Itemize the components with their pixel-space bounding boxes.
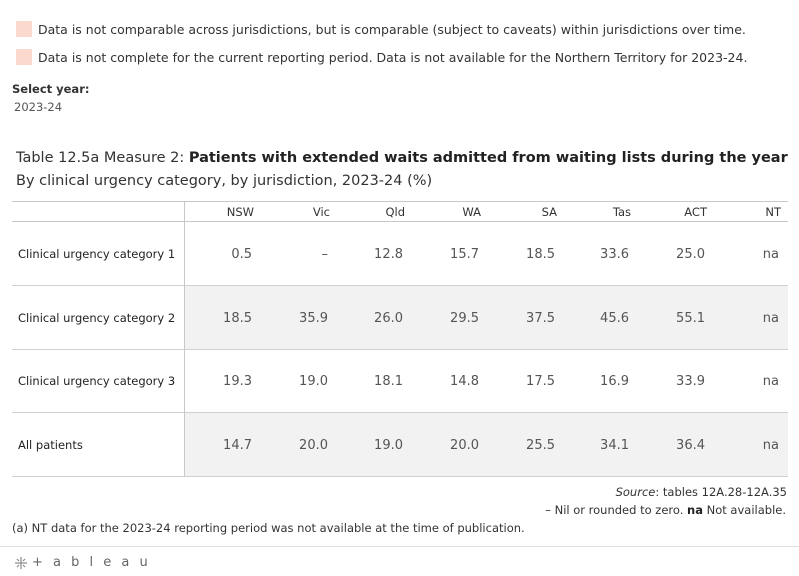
column-header: SA xyxy=(541,205,557,219)
table-cell: 55.1 xyxy=(676,310,705,326)
table-title-bold: Patients with extended waits admitted fr… xyxy=(188,150,788,166)
table-subtitle: By clinical urgency category, by jurisdi… xyxy=(16,173,433,189)
table-cell: 18.5 xyxy=(526,247,555,262)
header-border xyxy=(12,221,788,222)
year-filter-value[interactable]: 2023-24 xyxy=(14,100,63,114)
footnote: (a) NT data for the 2023-24 reporting pe… xyxy=(12,521,525,535)
table-row: Clinical urgency category 1 0.5 – 12.8 15.7 1… xyxy=(12,222,788,286)
legend-item-completeness: Data is not complete for the current rep… xyxy=(16,49,747,65)
source-text: : tables 12A.28-12A.35 xyxy=(655,485,787,499)
column-header: ACT xyxy=(684,205,707,219)
table-cell: 29.5 xyxy=(450,310,479,326)
table-cell: 35.9 xyxy=(299,310,328,326)
na-symbol: na xyxy=(687,503,703,517)
tableau-logo[interactable]: + a b l e a u xyxy=(14,555,151,570)
table-cell: 14.8 xyxy=(450,374,479,389)
table-row: Clinical urgency category 3 19.3 19.0 18.1 1… xyxy=(12,349,788,413)
legend-swatch xyxy=(16,21,32,37)
table-cell: 26.0 xyxy=(374,310,403,326)
legend-item-comparability: Data is not comparable across jurisdicti… xyxy=(16,21,746,37)
footer-divider xyxy=(0,546,799,547)
legend-swatch xyxy=(16,49,32,65)
table-cell: 20.0 xyxy=(450,437,479,453)
column-header: WA xyxy=(462,205,481,219)
table-header: NSW Vic Qld WA SA Tas ACT NT xyxy=(12,201,788,222)
table-cell: 19.0 xyxy=(374,437,403,453)
tableau-icon xyxy=(15,556,27,569)
na-note: Not available. xyxy=(702,503,786,517)
table-cell: 18.5 xyxy=(223,310,252,326)
table-cell: 25.0 xyxy=(676,247,705,262)
table-cell: 14.7 xyxy=(223,437,252,453)
row-shading xyxy=(184,412,788,476)
table-cell: na xyxy=(762,247,779,262)
table-cell: 15.7 xyxy=(450,247,479,262)
table-cell: 19.0 xyxy=(299,374,328,389)
column-header: Qld xyxy=(385,205,405,219)
column-header: Vic xyxy=(312,205,330,219)
nil-note: – Nil or rounded to zero. xyxy=(545,503,684,517)
table-cell: 37.5 xyxy=(526,310,555,326)
column-header: Tas xyxy=(612,205,631,219)
table-cell: na xyxy=(762,374,779,389)
table-cell: 33.9 xyxy=(676,374,705,389)
table-cell: 19.3 xyxy=(223,374,252,389)
column-header: NSW xyxy=(226,205,254,219)
row-label: Clinical urgency category 2 xyxy=(18,310,176,325)
source-label: Source xyxy=(615,485,656,499)
table-cell: 33.6 xyxy=(600,247,629,262)
year-filter-label: Select year: xyxy=(12,82,90,96)
table-cell: 0.5 xyxy=(231,247,252,262)
table-cell: 18.1 xyxy=(374,374,403,389)
table-cell: 20.0 xyxy=(299,437,328,453)
row-label: Clinical urgency category 3 xyxy=(18,374,176,388)
table-cell: na xyxy=(762,310,779,326)
table-row: Clinical urgency category 2 18.5 35.9 26.0 2… xyxy=(12,285,788,350)
symbol-notes: – Nil or rounded to zero. na Not availab… xyxy=(545,503,786,517)
table-title-prefix: Table 12.5a Measure 2: xyxy=(16,150,189,166)
table-cell: 12.8 xyxy=(374,247,403,262)
table-cell: – xyxy=(321,247,329,262)
table-cell: 36.4 xyxy=(676,437,705,453)
row-label: Clinical urgency category 1 xyxy=(18,247,176,261)
column-header: NT xyxy=(765,205,781,219)
source-note: Source: tables 12A.28-12A.35 xyxy=(616,485,787,499)
table-cell: 34.1 xyxy=(600,437,629,453)
legend-text: Data is not comparable across jurisdicti… xyxy=(38,21,746,37)
table-top-border xyxy=(12,201,788,202)
table-divider xyxy=(184,201,185,476)
legend-text: Data is not complete for the current rep… xyxy=(38,49,748,65)
table-cell: 17.5 xyxy=(526,374,555,389)
table-title: Table 12.5a Measure 2: Patients with ext… xyxy=(16,150,788,166)
table-row: All patients 14.7 20.0 19.0 20.0 25.5 34.1 36.4… xyxy=(12,412,788,477)
table-cell: 45.6 xyxy=(600,310,629,326)
table-cell: 16.9 xyxy=(600,374,629,389)
tableau-wordmark: + a b l e a u xyxy=(32,555,151,570)
row-shading xyxy=(184,285,788,349)
table-cell: na xyxy=(762,437,779,453)
row-label: All patients xyxy=(18,437,83,452)
table-cell: 25.5 xyxy=(526,437,555,453)
